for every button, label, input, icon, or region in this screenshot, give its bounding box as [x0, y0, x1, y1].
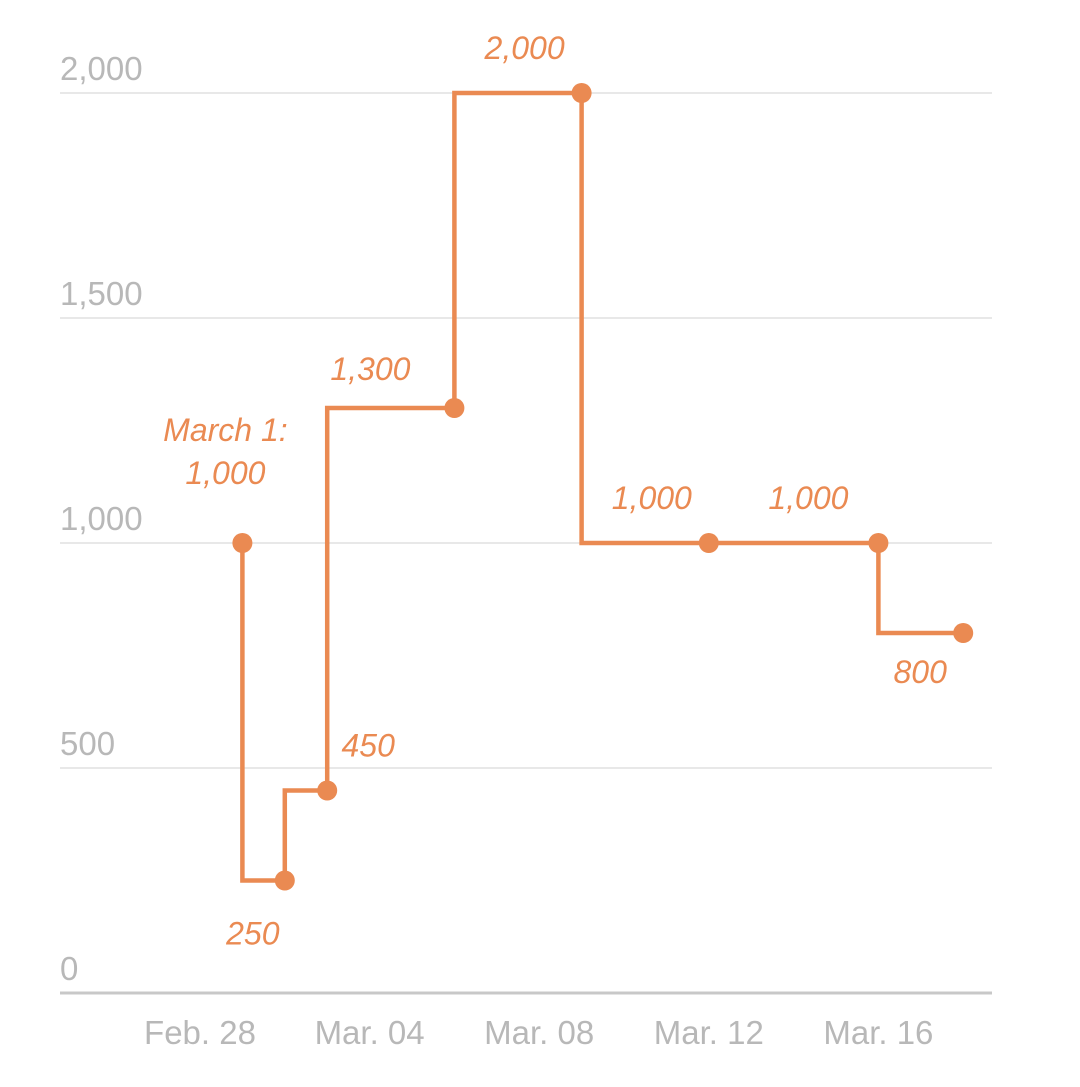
data-label: 1,000	[612, 480, 692, 516]
data-point	[698, 533, 719, 553]
data-label: 450	[342, 728, 396, 764]
series-line	[240, 90, 964, 883]
data-label: March 1:	[163, 412, 287, 448]
data-label: 800	[894, 654, 948, 690]
x-tick-label: Mar. 04	[315, 1014, 425, 1051]
y-tick-label: 500	[60, 725, 115, 762]
y-tick-label: 0	[60, 950, 78, 987]
data-point	[232, 533, 253, 553]
x-tick-label: Mar. 08	[484, 1014, 594, 1051]
x-tick-label: Feb. 28	[144, 1014, 256, 1051]
data-label: 1,000	[185, 455, 265, 491]
x-tick-label: Mar. 12	[654, 1014, 764, 1051]
data-label: 1,300	[330, 351, 410, 387]
data-point	[953, 623, 974, 643]
x-tick-label: Mar. 16	[823, 1014, 933, 1051]
y-tick-label: 1,500	[60, 275, 143, 312]
y-tick-label: 2,000	[60, 50, 143, 87]
data-point	[444, 398, 465, 418]
data-point	[317, 780, 338, 801]
data-point	[868, 533, 889, 553]
data-label: 1,000	[768, 480, 848, 516]
data-label: 2,000	[484, 30, 565, 66]
data-point	[274, 870, 295, 891]
data-point	[571, 83, 592, 103]
y-tick-label: 1,000	[60, 500, 143, 537]
data-label: 250	[225, 916, 280, 952]
